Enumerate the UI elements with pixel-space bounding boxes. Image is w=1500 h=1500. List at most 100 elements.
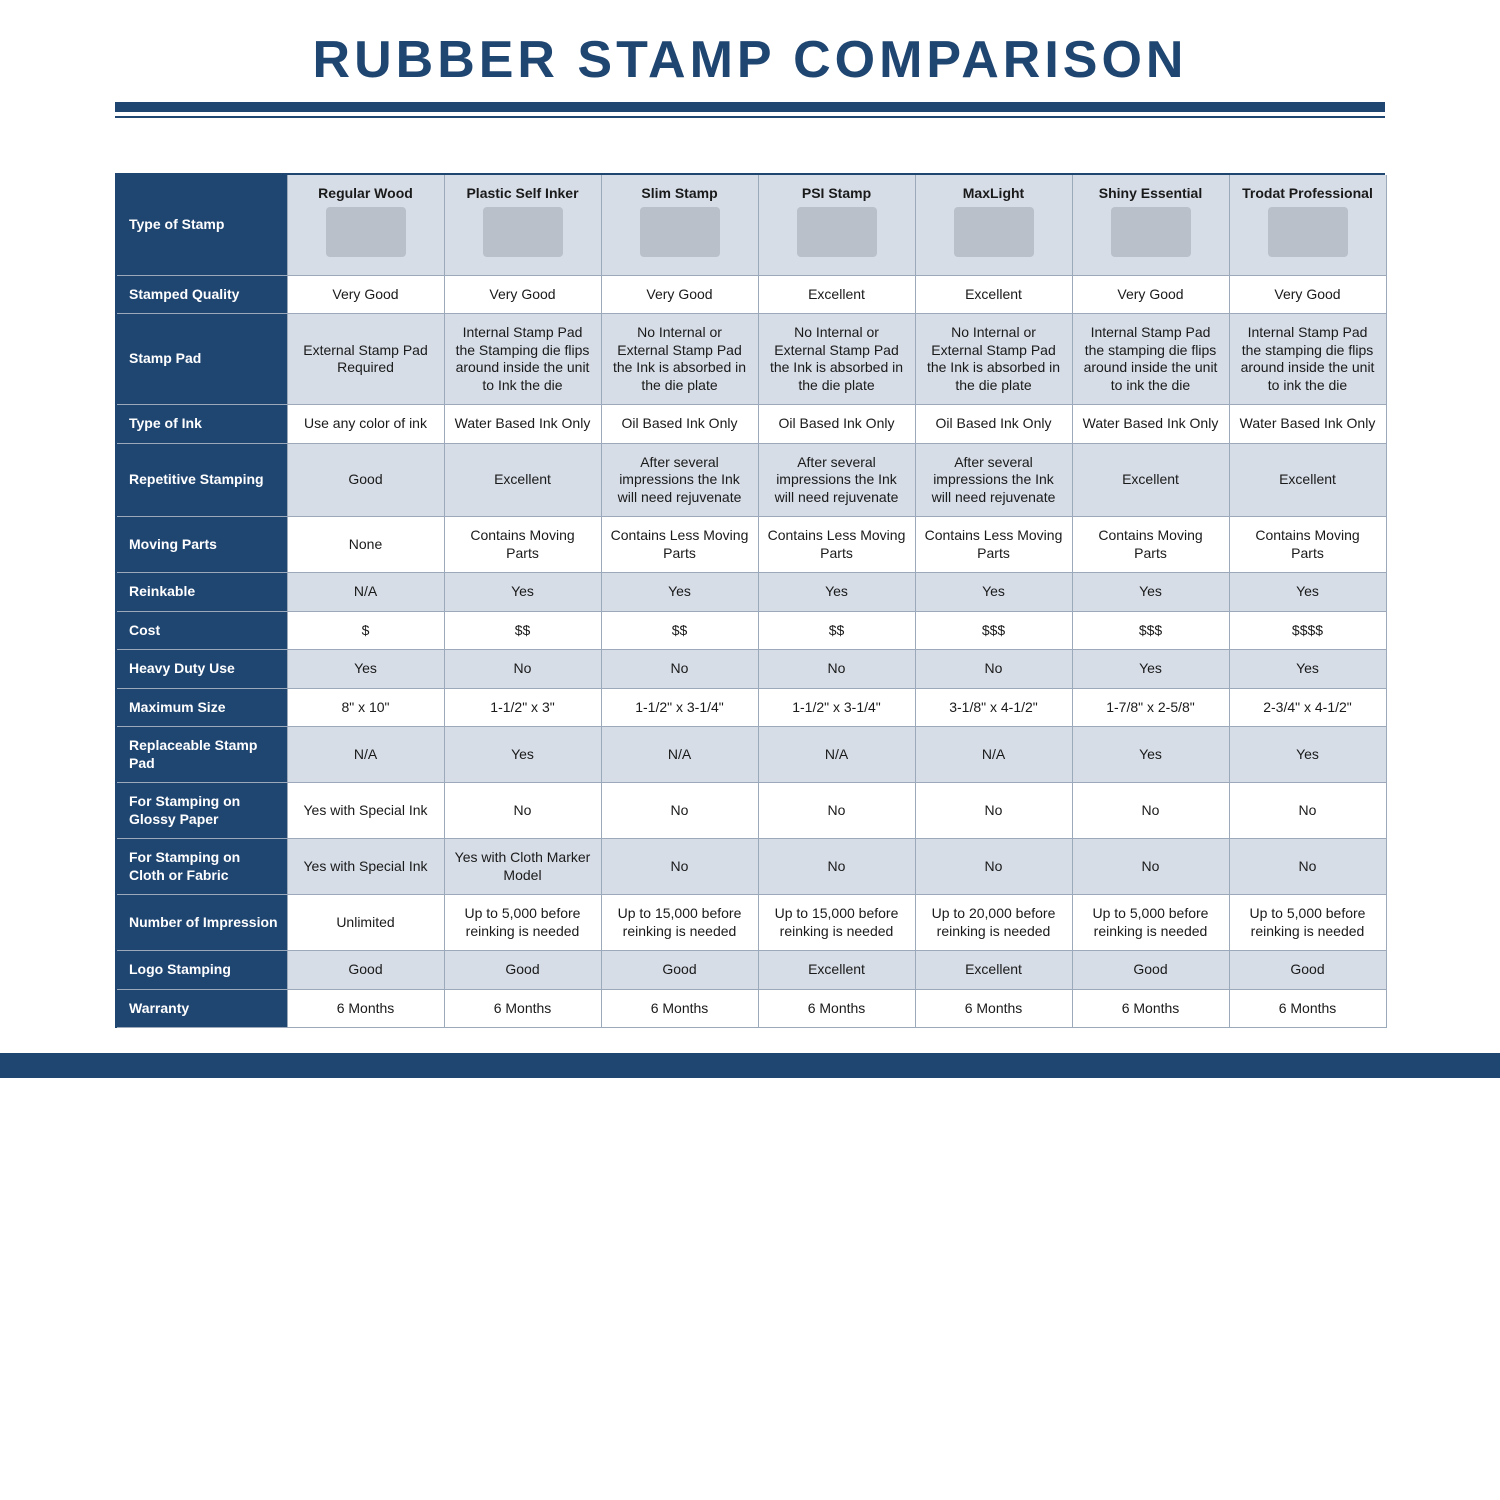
table-cell: After several impressions the Ink will n…: [601, 443, 758, 517]
table-cell: Yes: [1229, 573, 1386, 612]
table-cell: 6 Months: [758, 989, 915, 1028]
row-label: Moving Parts: [117, 517, 287, 573]
table-cell: $: [287, 611, 444, 650]
row-label: Reinkable: [117, 573, 287, 612]
table-cell: N/A: [915, 727, 1072, 783]
row-label: Replaceable Stamp Pad: [117, 727, 287, 783]
col-header-label: Slim Stamp: [610, 185, 750, 203]
table-cell: Contains Moving Parts: [1072, 517, 1229, 573]
table-cell: Very Good: [287, 275, 444, 314]
table-cell: Yes: [1229, 650, 1386, 689]
table-cell: $$: [758, 611, 915, 650]
table-cell: N/A: [287, 573, 444, 612]
table-row: Heavy Duty UseYesNoNoNoNoYesYes: [117, 650, 1386, 689]
table-cell: No: [601, 783, 758, 839]
table-cell: $$: [444, 611, 601, 650]
table-cell: After several impressions the Ink will n…: [758, 443, 915, 517]
table-cell: Yes: [1229, 727, 1386, 783]
table-cell: No: [444, 783, 601, 839]
col-header: MaxLight: [915, 175, 1072, 275]
table-cell: Excellent: [444, 443, 601, 517]
table-cell: Yes: [1072, 650, 1229, 689]
table-row: Type of InkUse any color of ink Water Bas…: [117, 405, 1386, 444]
col-header: Regular Wood: [287, 175, 444, 275]
table-cell: No: [1229, 783, 1386, 839]
table-cell: Up to 5,000 before reinking is needed: [1229, 895, 1386, 951]
table-cell: $$$$: [1229, 611, 1386, 650]
table-cell: N/A: [601, 727, 758, 783]
col-header-label: PSI Stamp: [767, 185, 907, 203]
table-header-row: Type of Stamp Regular Wood Plastic Self …: [117, 175, 1386, 275]
col-header-label: Shiny Essential: [1081, 185, 1221, 203]
header-first-cell: Type of Stamp: [117, 175, 287, 275]
table-cell: No: [444, 650, 601, 689]
table-cell: Water Based Ink Only: [1229, 405, 1386, 444]
table-cell: Up to 15,000 before reinking is needed: [758, 895, 915, 951]
row-label: Warranty: [117, 989, 287, 1028]
table-cell: No: [758, 650, 915, 689]
table-row: Repetitive StampingGoodExcellentAfter se…: [117, 443, 1386, 517]
table-cell: 6 Months: [444, 989, 601, 1028]
table-row: Logo StampingGoodGoodGoodExcellentExcell…: [117, 951, 1386, 990]
table-cell: No Internal or External Stamp Pad the In…: [601, 314, 758, 405]
table-cell: No: [915, 839, 1072, 895]
table-cell: No Internal or External Stamp Pad the In…: [758, 314, 915, 405]
row-label: For Stamping on Cloth or Fabric: [117, 839, 287, 895]
table-cell: Yes: [1072, 727, 1229, 783]
col-header: Trodat Professional: [1229, 175, 1386, 275]
stamp-image-icon: [954, 207, 1034, 257]
table-cell: 1-1/2" x 3-1/4": [601, 688, 758, 727]
col-header-label: Plastic Self Inker: [453, 185, 593, 203]
row-label: Type of Ink: [117, 405, 287, 444]
table-cell: Yes with Special Ink: [287, 839, 444, 895]
table-cell: Use any color of ink: [287, 405, 444, 444]
table-cell: N/A: [758, 727, 915, 783]
table-cell: No: [1229, 839, 1386, 895]
table-cell: Up to 5,000 before reinking is needed: [1072, 895, 1229, 951]
col-header-label: Regular Wood: [296, 185, 436, 203]
table-row: For Stamping on Cloth or FabricYes with …: [117, 839, 1386, 895]
table-cell: Excellent: [1072, 443, 1229, 517]
table-cell: No: [1072, 783, 1229, 839]
col-header: Shiny Essential: [1072, 175, 1229, 275]
table-cell: No Internal or External Stamp Pad the In…: [915, 314, 1072, 405]
table-cell: No: [758, 783, 915, 839]
table-cell: 2-3/4" x 4-1/2": [1229, 688, 1386, 727]
table-cell: Yes: [287, 650, 444, 689]
table-cell: Oil Based Ink Only: [601, 405, 758, 444]
table-cell: 6 Months: [915, 989, 1072, 1028]
table-cell: 8" x 10": [287, 688, 444, 727]
table-cell: Water Based Ink Only: [1072, 405, 1229, 444]
stamp-image-icon: [1111, 207, 1191, 257]
table-cell: Yes: [1072, 573, 1229, 612]
table-cell: Good: [1072, 951, 1229, 990]
row-label: Stamp Pad: [117, 314, 287, 405]
table-row: Moving PartsNoneContains Moving PartsCon…: [117, 517, 1386, 573]
table-cell: Up to 15,000 before reinking is needed: [601, 895, 758, 951]
col-header: Plastic Self Inker: [444, 175, 601, 275]
table-row: Maximum Size8" x 10"1-1/2" x 3"1-1/2" x …: [117, 688, 1386, 727]
footer-bar: [0, 1053, 1500, 1078]
table-row: Warranty6 Months6 Months6 Months6 Months…: [117, 989, 1386, 1028]
table-row: Number of ImpressionUnlimitedUp to 5,000…: [117, 895, 1386, 951]
table-cell: Contains Less Moving Parts: [601, 517, 758, 573]
table-row: For Stamping on Glossy PaperYes with Spe…: [117, 783, 1386, 839]
table-cell: Internal Stamp Pad the stamping die flip…: [1072, 314, 1229, 405]
table-row: Stamped QualityVery GoodVery GoodVery Go…: [117, 275, 1386, 314]
table-cell: 1-1/2" x 3-1/4": [758, 688, 915, 727]
table-body: Stamped QualityVery GoodVery GoodVery Go…: [117, 275, 1386, 1028]
row-label: For Stamping on Glossy Paper: [117, 783, 287, 839]
stamp-image-icon: [1268, 207, 1348, 257]
table-cell: 6 Months: [287, 989, 444, 1028]
title-band: RUBBER STAMP COMPARISON: [0, 0, 1500, 138]
stamp-image-icon: [797, 207, 877, 257]
table-cell: Oil Based Ink Only: [758, 405, 915, 444]
table-cell: 6 Months: [1229, 989, 1386, 1028]
col-header: PSI Stamp: [758, 175, 915, 275]
col-header: Slim Stamp: [601, 175, 758, 275]
table-cell: Good: [1229, 951, 1386, 990]
col-header-label: MaxLight: [924, 185, 1064, 203]
table-cell: Excellent: [758, 951, 915, 990]
table-row: Stamp PadExternal Stamp Pad RequiredInte…: [117, 314, 1386, 405]
table-cell: Yes: [601, 573, 758, 612]
